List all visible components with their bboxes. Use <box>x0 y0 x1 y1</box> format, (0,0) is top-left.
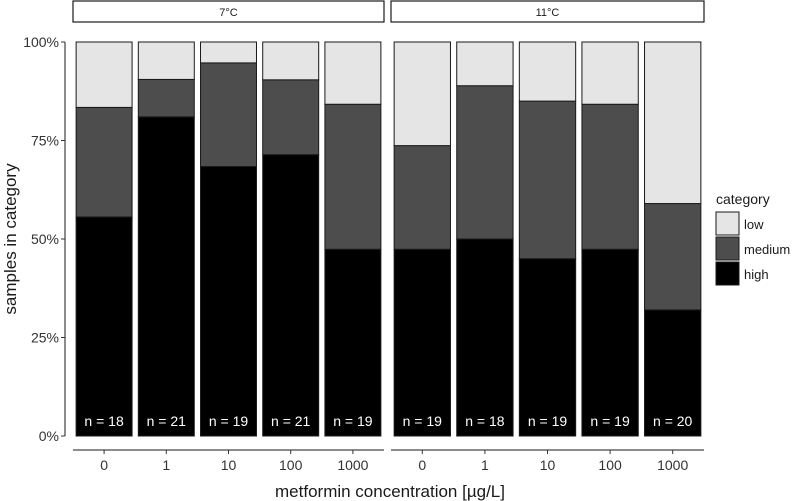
bar-segment-low <box>137 41 195 80</box>
bar-segment-high <box>324 248 382 437</box>
bar-segment-medium <box>137 78 195 118</box>
bar-segment-medium <box>200 62 257 168</box>
bar-segment-high <box>75 216 133 437</box>
bar-segment-high <box>581 248 639 437</box>
bar-segment-low <box>75 41 133 108</box>
bar-stack: n = 19 <box>581 41 639 437</box>
legend-label: low <box>744 217 764 232</box>
bar-segment-medium <box>324 103 382 250</box>
sample-size-label: n = 20 <box>653 413 693 429</box>
bar-segment-low <box>393 41 451 147</box>
x-tick-label: 0 <box>418 457 426 473</box>
bar-stack: n = 19 <box>393 41 451 437</box>
bar-stack: n = 18 <box>75 41 133 437</box>
x-axis-title: metformin concentration [µg/L] <box>275 482 505 501</box>
bar-stack: n = 19 <box>324 41 382 437</box>
y-tick-label: 50% <box>31 231 59 247</box>
y-tick-label: 0% <box>39 428 59 444</box>
sample-size-label: n = 19 <box>590 413 630 429</box>
y-tick-label: 75% <box>31 133 59 149</box>
bar-stack: n = 19 <box>200 41 257 437</box>
sample-size-label: n = 19 <box>333 413 373 429</box>
bar-segment-low <box>200 41 257 64</box>
legend: category low medium high <box>715 191 790 286</box>
legend-label: medium <box>744 242 790 257</box>
x-tick-label: 1 <box>162 457 170 473</box>
bar-segment-medium <box>644 203 702 311</box>
sample-size-label: n = 21 <box>147 413 187 429</box>
bar-stack: n = 21 <box>262 41 320 437</box>
bar-segment-low <box>324 41 382 105</box>
y-axis-title: samples in category <box>1 163 20 315</box>
bar-segment-low <box>518 41 577 102</box>
bar-segment-medium <box>393 145 451 250</box>
x-tick-label: 100 <box>279 457 303 473</box>
sample-size-label: n = 18 <box>465 413 505 429</box>
bar-stack: n = 18 <box>456 41 514 437</box>
legend-item-high: high <box>715 261 769 286</box>
y-axis: 0% 25% 50% 75% 100% <box>23 34 66 444</box>
sample-size-label: n = 19 <box>403 413 443 429</box>
legend-label: high <box>744 267 769 282</box>
facet-strip-label: 11°C <box>536 7 560 19</box>
facet-strip: 11°C <box>390 0 705 23</box>
legend-swatch <box>715 211 740 236</box>
x-tick-label: 100 <box>598 457 622 473</box>
legend-swatch <box>715 261 740 286</box>
bar-segment-medium <box>262 79 320 156</box>
facet-strip-label: 7°C <box>219 7 238 19</box>
sample-size-label: n = 19 <box>209 413 249 429</box>
legend-title: category <box>716 191 770 207</box>
x-tick-label: 10 <box>540 457 556 473</box>
bar-stack: n = 19 <box>518 41 577 437</box>
bar-segment-high <box>200 166 257 437</box>
x-tick-label: 1000 <box>657 457 688 473</box>
sample-size-label: n = 21 <box>271 413 311 429</box>
facet-strip-box <box>72 0 385 23</box>
bar-segment-medium <box>581 103 639 250</box>
bar-segment-low <box>262 41 320 81</box>
x-tick-label: 10 <box>221 457 237 473</box>
bar-stack: n = 20 <box>644 41 702 437</box>
bar-segment-low <box>456 41 514 87</box>
facet-panel-1: 11°C n = 19 0 n = 18 1 n = 19 10 n = 19 100 n = 2… <box>390 0 705 473</box>
bar-segment-medium <box>456 85 514 240</box>
bar-segment-high <box>644 309 702 437</box>
y-tick-label: 25% <box>31 330 59 346</box>
bar-stack: n = 21 <box>137 41 195 437</box>
bar-segment-high <box>456 238 514 437</box>
bar-segment-medium <box>518 100 577 260</box>
bar-segment-high <box>262 154 320 437</box>
facet-strip: 7°C <box>72 0 385 23</box>
x-tick-label: 0 <box>100 457 108 473</box>
bar-segment-medium <box>75 106 133 218</box>
bar-segment-high <box>137 116 195 437</box>
sample-size-label: n = 18 <box>84 413 124 429</box>
bar-segment-low <box>644 41 702 205</box>
facet-panel-0: 7°C n = 18 0 n = 21 1 n = 19 10 n = 21 100 n = 19… <box>72 0 385 473</box>
facet-strip-box <box>390 0 705 23</box>
sample-size-label: n = 19 <box>528 413 568 429</box>
x-tick-label: 1 <box>481 457 489 473</box>
x-tick-label: 1000 <box>337 457 368 473</box>
y-tick-label: 100% <box>23 34 59 50</box>
legend-swatch <box>715 236 740 261</box>
bar-segment-low <box>581 41 639 105</box>
bar-segment-high <box>518 258 577 437</box>
legend-item-low: low <box>715 211 764 236</box>
legend-item-medium: medium <box>715 236 790 261</box>
bar-segment-high <box>393 248 451 437</box>
